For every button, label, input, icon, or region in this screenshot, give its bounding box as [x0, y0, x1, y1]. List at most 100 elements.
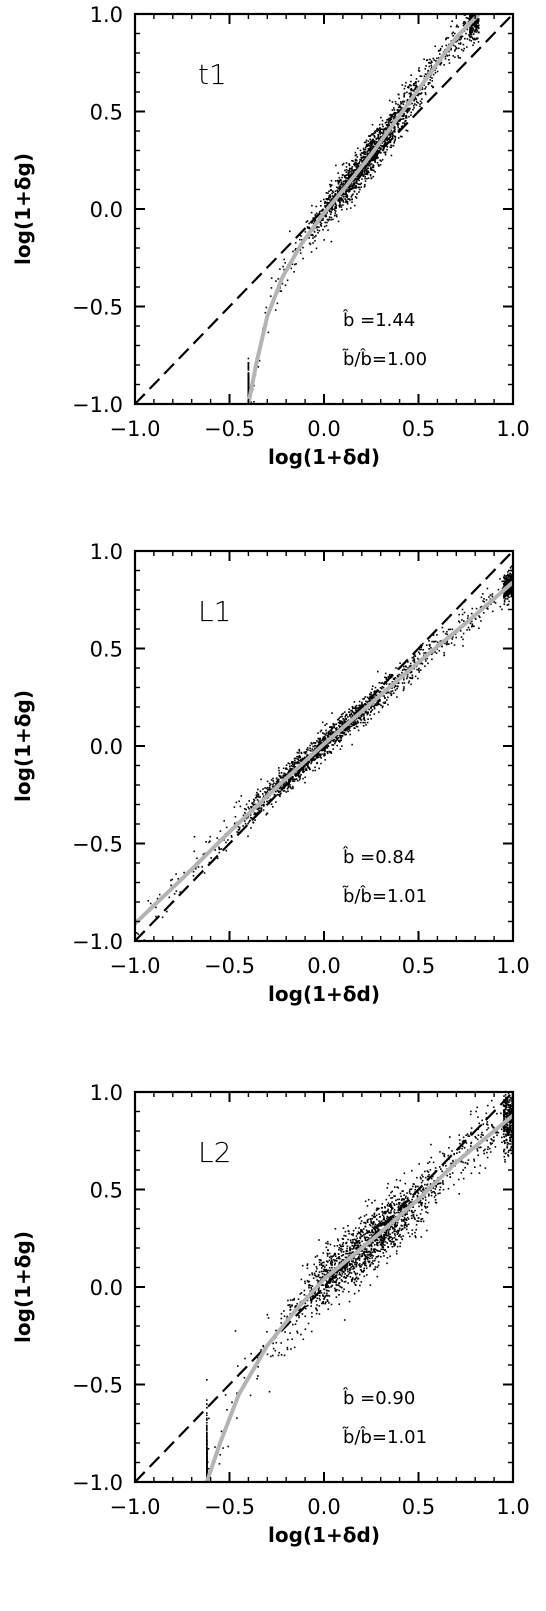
data-point: [463, 620, 465, 622]
data-point: [369, 174, 372, 176]
data-point: [364, 175, 366, 178]
data-point: [328, 190, 330, 193]
data-point: [379, 690, 382, 693]
data-point: [330, 179, 333, 182]
data-point: [316, 226, 318, 229]
data-point: [326, 201, 328, 204]
data-point: [459, 43, 462, 45]
data-point: [384, 153, 387, 156]
data-point: [421, 98, 423, 100]
data-point: [459, 39, 461, 41]
data-point: [472, 625, 474, 627]
data-point: [507, 582, 509, 584]
data-point: [265, 791, 268, 794]
data-point: [364, 177, 366, 180]
data-point: [387, 138, 390, 140]
data-point: [404, 120, 406, 122]
data-point: [322, 732, 324, 734]
data-point: [254, 813, 257, 816]
data-point: [405, 115, 407, 117]
data-point: [290, 787, 293, 790]
data-point: [348, 169, 351, 171]
data-point: [411, 674, 414, 677]
data-point: [279, 786, 282, 788]
data-point: [361, 161, 363, 164]
data-point: [502, 582, 505, 585]
data-point: [342, 732, 345, 735]
data-point: [450, 47, 452, 50]
data-point: [367, 160, 370, 162]
data-point: [320, 762, 322, 765]
data-point: [351, 170, 354, 172]
data-point: [418, 653, 421, 655]
data-point: [504, 592, 507, 595]
data-point: [354, 159, 357, 161]
data-point: [298, 238, 301, 241]
data-point: [373, 705, 375, 707]
data-point: [337, 721, 340, 724]
data-point: [341, 722, 344, 725]
data-point: [370, 144, 373, 146]
data-point: [299, 252, 302, 254]
data-point: [309, 744, 311, 747]
data-point: [351, 173, 354, 175]
data-point: [477, 18, 480, 20]
data-point: [420, 648, 423, 651]
data-point: [314, 758, 317, 761]
data-point: [360, 154, 362, 157]
data-point: [315, 247, 318, 250]
data-point: [311, 761, 313, 763]
data-point: [369, 714, 371, 716]
data-point: [406, 674, 409, 676]
data-point: [283, 268, 285, 271]
data-point: [367, 152, 370, 155]
data-point: [406, 111, 409, 114]
data-point: [147, 900, 150, 902]
data-point: [218, 851, 221, 854]
data-point: [330, 726, 332, 728]
data-point: [378, 682, 381, 684]
data-point: [338, 740, 340, 742]
data-point: [349, 729, 351, 732]
data-point: [507, 590, 509, 593]
data-point: [247, 388, 250, 391]
data-point: [170, 884, 172, 887]
data-point: [266, 789, 269, 791]
data-point: [426, 72, 429, 75]
data-point: [317, 743, 320, 746]
data-point: [449, 628, 451, 631]
data-point: [390, 129, 393, 132]
data-point: [327, 735, 330, 737]
data-point: [504, 580, 507, 583]
data-point: [378, 703, 381, 706]
data-point: [502, 595, 505, 597]
data-point: [277, 790, 280, 792]
data-point: [429, 58, 431, 61]
data-point: [398, 110, 401, 113]
data-point: [410, 111, 412, 114]
data-point: [334, 203, 337, 206]
data-point: [414, 97, 417, 99]
data-point: [266, 780, 269, 783]
data-point: [353, 183, 355, 186]
data-point: [462, 43, 465, 46]
data-point: [279, 290, 282, 292]
data-point: [360, 182, 363, 185]
data-point: [343, 720, 345, 722]
data-point: [291, 780, 294, 782]
data-point: [355, 178, 358, 180]
data-point: [389, 134, 392, 137]
data-point: [314, 240, 316, 242]
data-point: [375, 704, 378, 707]
data-point: [427, 70, 429, 72]
data-point: [288, 763, 291, 765]
data-point: [398, 673, 400, 676]
data-point: [466, 28, 468, 31]
data-point: [277, 781, 279, 783]
data-point: [389, 141, 392, 144]
data-point: [327, 733, 330, 736]
data-point: [340, 204, 342, 207]
data-point: [336, 735, 339, 737]
data-point: [399, 128, 401, 130]
data-point: [501, 580, 503, 583]
